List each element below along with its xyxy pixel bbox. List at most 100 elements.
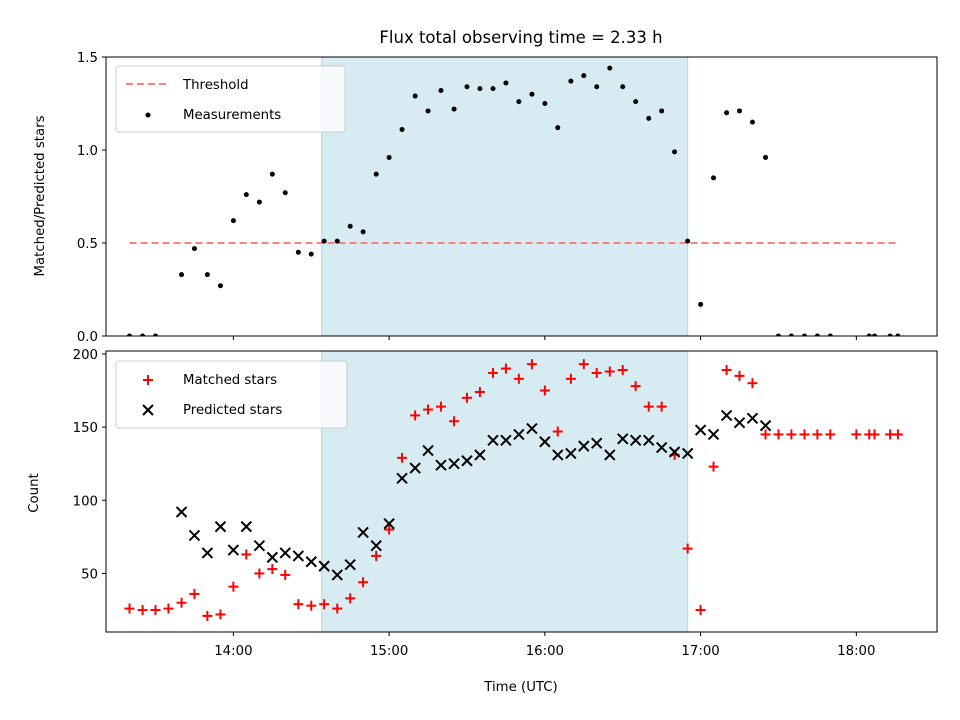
matched-star-point [539, 385, 550, 396]
legend-measurements-label: Measurements [183, 108, 281, 123]
predicted-star-point-b [487, 434, 499, 446]
matched-star-point [267, 564, 278, 575]
predicted-star-point-b [746, 412, 759, 425]
ratio-y-axis: 0.0 0.5 1.0 1.5 [77, 51, 106, 345]
predicted-star-point-b [383, 517, 395, 530]
predicted-star-point [188, 529, 201, 542]
measurement-point [646, 115, 652, 121]
matched-star-point [384, 524, 395, 535]
predicted-star-point [513, 428, 525, 441]
predicted-star-point [370, 539, 382, 552]
matched-star-point [397, 452, 408, 463]
matched-star-point [786, 429, 797, 440]
measurement-point [887, 333, 893, 336]
predicted-star-point-b [227, 544, 240, 556]
ratio-y-tick-label: 0.0 [77, 330, 98, 345]
predicted-star-point-b [668, 446, 681, 458]
matched-star-point [150, 605, 161, 616]
ratio-legend-box [115, 65, 346, 133]
legend-threshold-label: Threshold [182, 78, 249, 93]
matched-star-point [410, 410, 421, 421]
count-y-tick-label: 150 [73, 421, 98, 436]
predicted-star-point-b [344, 558, 356, 571]
ratio-axes-frame [105, 56, 938, 337]
matched-star-point [630, 381, 641, 392]
measurement-point [179, 272, 185, 278]
matched-star-point [176, 597, 187, 608]
measurement-point [399, 127, 405, 133]
legend-cross-b [142, 404, 154, 416]
predicted-star-point-b [759, 419, 772, 432]
matched-star-point [202, 610, 213, 621]
predicted-star-point-b [720, 409, 733, 422]
matched-star-point [892, 429, 903, 440]
predicted-star-point [396, 472, 408, 485]
predicted-star-point-b [604, 449, 616, 461]
count-x-tick-label: 16:00 [526, 644, 564, 659]
chart-title: Flux total observing time = 2.33 h [379, 28, 662, 47]
matched-star-point [643, 401, 654, 412]
predicted-star-point [655, 441, 668, 454]
predicted-star-point-b [422, 444, 434, 457]
matched-star-point [371, 550, 382, 561]
predicted-star-point [565, 447, 577, 460]
measurement-point [153, 333, 159, 336]
matched-star-point [747, 378, 758, 389]
legend-predicted-label: Predicted stars [183, 403, 282, 418]
predicted-star-point [643, 434, 655, 446]
predicted-star-point [539, 436, 551, 448]
count-x-tick-label: 17:00 [681, 644, 719, 659]
predicted-star-point [500, 434, 512, 446]
predicted-star-point-b [253, 539, 266, 552]
measurement-point [568, 78, 574, 84]
measurement-point [425, 108, 431, 114]
measurement-point [230, 218, 236, 224]
matched-star-point [617, 365, 628, 376]
measurement-point [633, 99, 639, 105]
matched-star-point [578, 359, 589, 370]
predicted-star-point-b [409, 462, 421, 474]
legend-plus [143, 375, 153, 385]
predicted-star-point [175, 506, 188, 518]
ratio-y-tick-label: 1.5 [77, 51, 98, 66]
matched-star-point [513, 373, 524, 384]
predicted-star-point-b [474, 449, 486, 461]
measurement-point [386, 154, 392, 160]
count-marks [124, 359, 903, 621]
measurement-point [711, 175, 717, 181]
legend-matched-label: Matched stars [183, 373, 277, 388]
predicted-star-point [733, 417, 746, 429]
predicted-star-point-b [552, 449, 564, 461]
matched-star-point [591, 367, 602, 378]
predicted-star-point-b [266, 551, 279, 564]
predicted-star-point-b [292, 550, 305, 562]
predicted-star-point-b [617, 433, 629, 445]
measurement-point [672, 149, 678, 155]
measurement-point [594, 84, 600, 90]
predicted-star-point-b [526, 422, 538, 435]
predicted-star-point [383, 517, 395, 530]
predicted-star-point-b [513, 428, 525, 441]
count-y-tick-label: 50 [81, 567, 98, 582]
measurement-point [737, 108, 743, 114]
count-x-tick-label: 18:00 [837, 644, 875, 659]
matched-star-point [656, 401, 667, 412]
ratio-y-tick-label: 1.0 [77, 144, 98, 159]
matched-star-point [293, 599, 304, 610]
measurement-point [503, 80, 509, 86]
predicted-star-point [435, 459, 447, 471]
predicted-star-point-b [175, 506, 188, 518]
legend-measurements-dot [145, 112, 151, 118]
measurement-point [895, 333, 901, 336]
predicted-star-point-b [331, 569, 343, 581]
matched-star-point [124, 603, 135, 614]
matched-star-point [682, 543, 693, 554]
predicted-star-point-b [435, 459, 447, 471]
matched-star-point [721, 365, 732, 376]
matched-star-point [799, 429, 810, 440]
predicted-star-point [214, 520, 227, 533]
measurement-point [373, 171, 379, 177]
predicted-star-point [279, 547, 291, 559]
predicted-star-point [422, 444, 434, 457]
